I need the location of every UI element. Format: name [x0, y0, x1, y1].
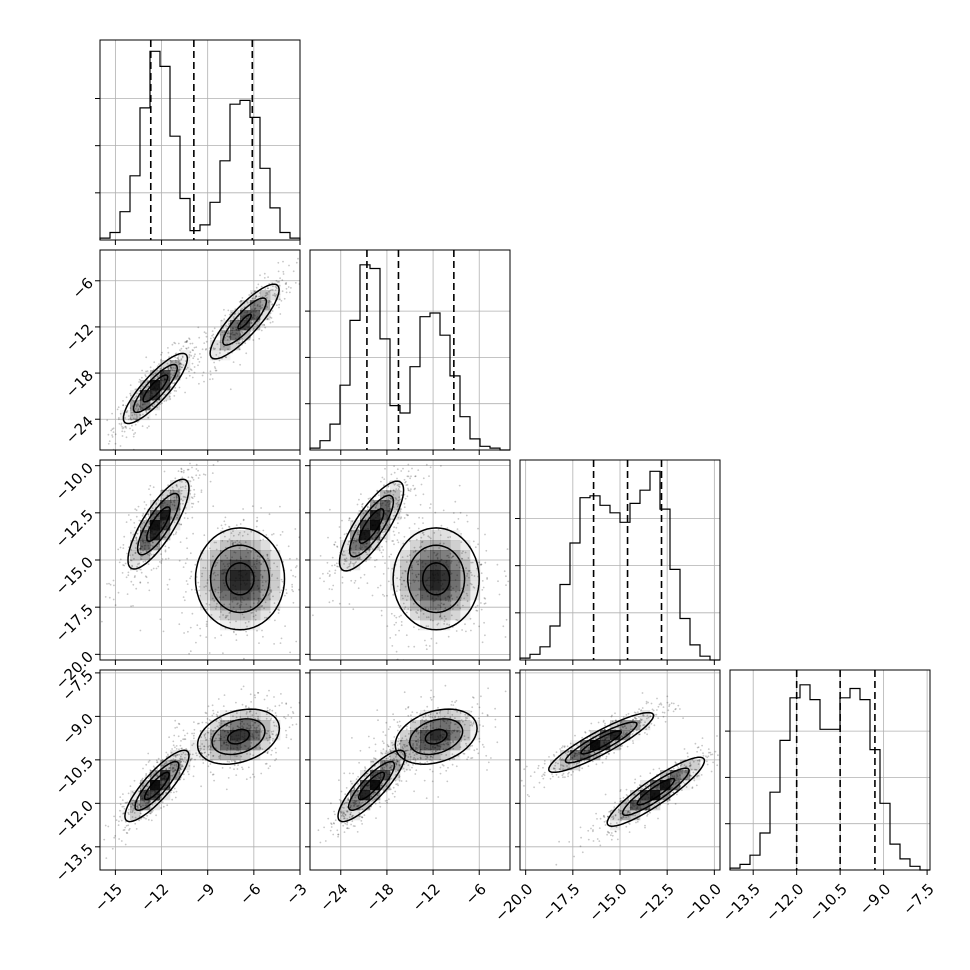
x-axis-3-tick-label-4: −7.5 — [899, 880, 937, 918]
histogram-0-steps — [99, 50, 301, 240]
panel-2-3-mode-1-contour-2 — [636, 777, 676, 806]
histogram-3-steps — [729, 684, 930, 871]
y-axis-1-tick-label-0: −24 — [62, 413, 97, 448]
panel-1-3-mode-1-contour-0 — [394, 708, 478, 765]
x-axis-1-tick-label-0: −24 — [316, 880, 351, 915]
y-axis-1-tick-label-3: −6 — [69, 274, 97, 302]
panel-0-1-mode-1-contour-1 — [222, 297, 268, 346]
panel-0-3-mode-0-contour-2 — [143, 771, 170, 801]
panel-2-3-samples — [520, 692, 720, 866]
x-axis-0-tick-label-1: −12 — [137, 880, 172, 915]
histogram-2-steps — [519, 470, 720, 661]
panel-1-2 — [310, 460, 510, 660]
panel-1-2-mode-0-contour-2 — [358, 508, 385, 544]
panel-0-1-mode-0-contour-1 — [132, 363, 179, 414]
histogram-panel-1 — [305, 249, 511, 451]
y-axis-1-tick-label-1: −18 — [62, 366, 97, 401]
histogram-panel-2 — [515, 459, 721, 661]
panel-2-3-mode-0-contour-2 — [580, 730, 622, 755]
panel-0-2-mode-0-contour-1 — [136, 492, 181, 556]
y-axis-2-tick-label-1: −17.5 — [52, 600, 97, 645]
histogram-panel-0 — [95, 39, 301, 241]
panel-0-2-mode-1-contour-2 — [225, 562, 255, 596]
panel-0-1-samples — [106, 257, 300, 450]
panel-0-3-frame — [99, 669, 301, 871]
panel-1-3-frame — [309, 669, 511, 871]
panel-0-1-mode-0-contour-2 — [142, 374, 169, 403]
x-axis-0-tick-label-0: −15 — [91, 880, 126, 915]
panel-0-1-mode-1-contour-2 — [237, 313, 252, 330]
panel-0-2-mode-1-contour-1 — [209, 544, 271, 614]
panel-0-1 — [100, 250, 300, 450]
panel-0-2-mode-0-contour-2 — [146, 506, 171, 543]
panel-1-3 — [310, 670, 510, 870]
x-axis-3-tick-label-2: −10.5 — [806, 880, 851, 925]
panel-0-3 — [100, 670, 300, 870]
panel-0-3-mode-1-contour-0 — [196, 708, 281, 765]
panel-1-2-mode-0-contour-1 — [348, 494, 395, 558]
histogram-panel-3 — [725, 669, 931, 871]
panel-0-3-mode-0-contour-0 — [124, 749, 190, 823]
panel-1-2-mode-0-contour-0 — [338, 480, 405, 572]
panel-2-3-mode-0-contour-0 — [548, 711, 655, 774]
y-axis-1-tick-label-2: −12 — [62, 320, 97, 355]
x-axis-0-tick-label-2: −9 — [190, 880, 218, 908]
panel-2-3-mode-1-contour-0 — [606, 756, 706, 827]
x-axis-1-tick-label-2: −12 — [409, 880, 444, 915]
histogram-0-frame — [99, 39, 301, 241]
panel-0-3-mode-1-contour-1 — [211, 718, 266, 756]
x-axis-3-tick-label-1: −12.0 — [762, 880, 807, 925]
panel-0-2-mode-1-contour-0 — [194, 527, 286, 631]
panel-1-3-mode-1-contour-2 — [424, 728, 448, 745]
histogram-3-frame — [729, 669, 931, 871]
panel-0-2-density — [130, 480, 281, 631]
x-axis-2-tick-label-1: −17.5 — [538, 880, 583, 925]
panel-0-2 — [100, 460, 300, 660]
panel-0-1-frame — [99, 249, 301, 451]
panel-2-3 — [520, 670, 720, 870]
histogram-1-frame — [309, 249, 511, 451]
panel-0-3-mode-0-contour-1 — [134, 760, 180, 812]
y-axis-3-tick-label-1: −12.0 — [52, 797, 97, 842]
x-axis-2-tick-label-2: −15.0 — [586, 880, 631, 925]
panel-0-3-density — [120, 710, 281, 821]
y-axis-2-tick-label-2: −15.0 — [52, 553, 97, 598]
panel-1-2-mode-1-contour-0 — [392, 527, 480, 631]
panel-0-3-samples — [100, 685, 300, 859]
x-axis-0-tick-label-3: −6 — [236, 880, 264, 908]
histogram-1-steps — [309, 264, 510, 451]
panel-0-2-mode-0-contour-0 — [127, 478, 190, 570]
y-axis-3-tick-label-0: −13.5 — [52, 840, 97, 885]
panel-2-3-mode-0-contour-1 — [564, 721, 638, 764]
panel-1-3-density — [340, 710, 481, 821]
panel-0-3-mode-1-contour-2 — [226, 728, 250, 745]
y-axis-2-tick-label-3: −12.5 — [52, 506, 97, 551]
panel-1-3-mode-0-contour-0 — [337, 749, 406, 823]
x-axis-0-tick-label-4: −3 — [282, 880, 310, 908]
x-axis-3-tick-label-3: −9.0 — [856, 880, 894, 918]
x-axis-1-tick-label-3: −6 — [462, 880, 490, 908]
x-axis-1-tick-label-1: −18 — [363, 880, 398, 915]
panel-0-1-mode-1-contour-0 — [209, 283, 280, 360]
y-axis-2-tick-label-4: −10.0 — [52, 459, 97, 504]
y-axis-3-tick-label-3: −9.0 — [59, 710, 97, 748]
panel-0-1-mode-0-contour-0 — [122, 352, 189, 425]
panel-1-3-mode-1-contour-1 — [408, 718, 464, 756]
panel-1-3-mode-0-contour-1 — [347, 760, 396, 812]
panel-1-2-mode-1-contour-2 — [421, 562, 451, 596]
x-axis-2-tick-label-3: −12.5 — [633, 880, 678, 925]
x-axis-3-tick-label-0: −13.5 — [719, 880, 764, 925]
x-axis-2-tick-label-4: −10.0 — [680, 880, 725, 925]
panel-1-3-mode-0-contour-2 — [357, 771, 386, 801]
panel-1-2-mode-1-contour-1 — [406, 544, 466, 614]
x-axis-2-tick-label-0: −20.0 — [491, 880, 536, 925]
panel-1-2-density — [340, 480, 481, 631]
y-axis-3-tick-label-2: −10.5 — [52, 753, 97, 798]
panel-2-3-mode-1-contour-1 — [621, 767, 690, 817]
